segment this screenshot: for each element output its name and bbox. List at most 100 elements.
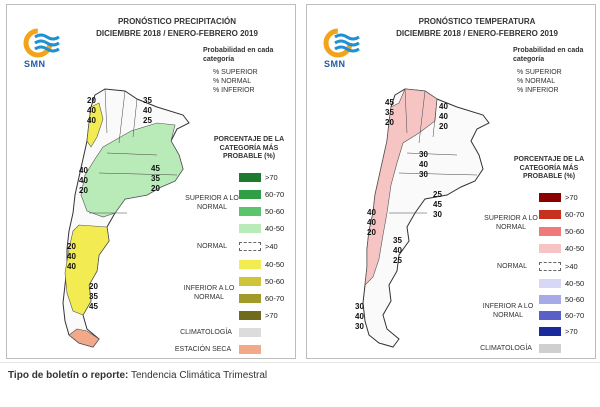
smn-logo-icon bbox=[323, 28, 360, 58]
temp-swatch-inf-40-50 bbox=[539, 279, 561, 288]
precip-map-label: 40 bbox=[79, 176, 88, 185]
precip-range-label: 60-70 bbox=[265, 190, 285, 199]
precip-estacion-seca-label: ESTACIÓN SECA bbox=[174, 346, 232, 353]
temp-swatch-sup-70 bbox=[539, 193, 561, 202]
precip-cat-superior: % SUPERIOR bbox=[213, 69, 258, 76]
precip-map-label: 40 bbox=[87, 116, 96, 125]
precip-zone-inferior-south bbox=[64, 224, 110, 316]
precip-range-label: 40-50 bbox=[265, 260, 285, 269]
temp-map-label: 40 bbox=[419, 160, 428, 169]
precip-zone-superior bbox=[80, 122, 184, 218]
precip-range-label: 50-60 bbox=[265, 207, 285, 216]
precip-subtitle: DICIEMBRE 2018 / ENERO-FEBRERO 2019 bbox=[96, 29, 258, 38]
precip-map-label: 25 bbox=[143, 116, 152, 125]
precip-swatch-sup-40-50 bbox=[239, 224, 261, 233]
temp-map-label: 40 bbox=[393, 246, 402, 255]
temp-map-label: 20 bbox=[367, 228, 376, 237]
temp-range-label: 40-50 bbox=[565, 244, 585, 253]
precip-swatch-sup-50-60 bbox=[239, 207, 261, 216]
temp-cat-superior: % SUPERIOR bbox=[517, 69, 562, 76]
precip-cat-inferior: % INFERIOR bbox=[213, 87, 255, 94]
precip-cat-normal: % NORMAL bbox=[213, 78, 252, 85]
temp-swatch-climatologia bbox=[539, 344, 561, 353]
temp-map-label: 40 bbox=[367, 208, 376, 217]
temp-map-label: 35 bbox=[393, 236, 402, 245]
precip-swatch-normal bbox=[239, 242, 261, 251]
temp-range-label: 60-70 bbox=[565, 311, 585, 320]
precip-range-label: 40-50 bbox=[265, 224, 285, 233]
temp-swatch-sup-40-50 bbox=[539, 244, 561, 253]
temp-map-label: 40 bbox=[439, 102, 448, 111]
temp-map-label: 25 bbox=[433, 190, 442, 199]
precip-swatch-inf-50-60 bbox=[239, 277, 261, 286]
precip-map-label: 40 bbox=[67, 262, 76, 271]
temp-range-label: >40 bbox=[565, 262, 578, 271]
precip-map-label: 40 bbox=[143, 106, 152, 115]
precip-map-label: 35 bbox=[143, 96, 152, 105]
temp-map-label: 30 bbox=[433, 210, 442, 219]
temp-title: PRONÓSTICO TEMPERATURA bbox=[418, 17, 536, 26]
precip-map-label: 20 bbox=[89, 282, 98, 291]
precip-range-label: >70 bbox=[265, 173, 278, 182]
precip-swatch-sup-60-70 bbox=[239, 190, 261, 199]
temp-map-label: 30 bbox=[419, 170, 428, 179]
temp-swatch-inf-60-70 bbox=[539, 311, 561, 320]
temp-swatch-sup-50-60 bbox=[539, 227, 561, 236]
temp-superior-label: SUPERIOR A LO NORMAL bbox=[484, 215, 538, 231]
precip-map-label: 35 bbox=[151, 174, 160, 183]
precip-range-label: >70 bbox=[265, 311, 278, 320]
precip-map-label: 40 bbox=[79, 166, 88, 175]
temp-range-label: 50-60 bbox=[565, 227, 585, 236]
temp-range-label: 50-60 bbox=[565, 295, 585, 304]
temp-map-label: 30 bbox=[355, 322, 364, 331]
precip-prob-heading: Probabilidad en cada categoría bbox=[203, 47, 274, 63]
temp-map-label: 40 bbox=[367, 218, 376, 227]
precip-map-label: 20 bbox=[67, 242, 76, 251]
precip-range-label: 50-60 bbox=[265, 277, 285, 286]
precip-map-label: 45 bbox=[89, 302, 98, 311]
temp-normal-label: NORMAL bbox=[497, 263, 527, 270]
temp-map-labels: 45 35 20 40 40 20 30 40 30 25 45 30 40 4… bbox=[355, 98, 448, 331]
temp-cat-normal: % NORMAL bbox=[517, 78, 556, 85]
temp-map-label: 30 bbox=[419, 150, 428, 159]
precip-zone-inferior-north bbox=[86, 102, 104, 148]
precip-swatch-climatologia bbox=[239, 328, 261, 337]
temp-province-borders bbox=[389, 88, 478, 214]
precip-swatch-estacion-seca bbox=[239, 345, 261, 354]
precip-map-label: 20 bbox=[79, 186, 88, 195]
temp-map-label: 40 bbox=[439, 112, 448, 121]
precip-province-borders bbox=[89, 88, 178, 214]
precip-range-label: 60-70 bbox=[265, 294, 285, 303]
precip-map-label: 40 bbox=[67, 252, 76, 261]
temp-climatologia-label: CLIMATOLOGÍA bbox=[480, 345, 532, 352]
temp-map-label: 45 bbox=[385, 98, 394, 107]
temp-map-label: 40 bbox=[355, 312, 364, 321]
precip-swatch-inf-40-50 bbox=[239, 260, 261, 269]
precip-normal-label: NORMAL bbox=[197, 243, 227, 250]
precip-map-label: 40 bbox=[87, 106, 96, 115]
temp-swatch-normal bbox=[539, 262, 561, 271]
report-type-label: Tipo de boletín o reporte: bbox=[8, 370, 129, 381]
smn-logo-icon bbox=[23, 28, 60, 58]
temp-inferior-label: INFERIOR A LO NORMAL bbox=[482, 303, 534, 319]
smn-logo-text: SMN bbox=[24, 59, 46, 69]
precip-map-label: 20 bbox=[87, 96, 96, 105]
temp-range-label: 40-50 bbox=[565, 279, 585, 288]
temperature-forecast-panel: SMN PRONÓSTICO TEMPERATURA DICIEMBRE 201… bbox=[306, 4, 596, 359]
precip-superior-label: SUPERIOR A LO NORMAL bbox=[185, 195, 239, 211]
temp-swatch-sup-60-70 bbox=[539, 210, 561, 219]
precip-inferior-label: INFERIOR A LO NORMAL bbox=[183, 285, 235, 301]
precip-range-label: >40 bbox=[265, 242, 278, 251]
temp-map-label: 20 bbox=[439, 122, 448, 131]
precip-map-labels: 20 40 40 35 40 25 40 40 20 45 35 20 20 4… bbox=[67, 96, 160, 311]
report-type-value: Tendencia Climática Trimestral bbox=[130, 370, 268, 381]
precip-climatologia-label: CLIMATOLOGÍA bbox=[180, 329, 232, 336]
temp-range-label: >70 bbox=[565, 193, 578, 202]
precip-swatch-inf-60-70 bbox=[239, 294, 261, 303]
temp-swatch-inf-50-60 bbox=[539, 295, 561, 304]
temp-map-label: 35 bbox=[385, 108, 394, 117]
smn-logo-text: SMN bbox=[324, 59, 346, 69]
precipitation-forecast-panel: SMN PRONÓSTICO PRECIPITACIÓN DICIEMBRE 2… bbox=[6, 4, 296, 359]
footer-divider bbox=[0, 362, 600, 363]
temp-map-label: 30 bbox=[355, 302, 364, 311]
